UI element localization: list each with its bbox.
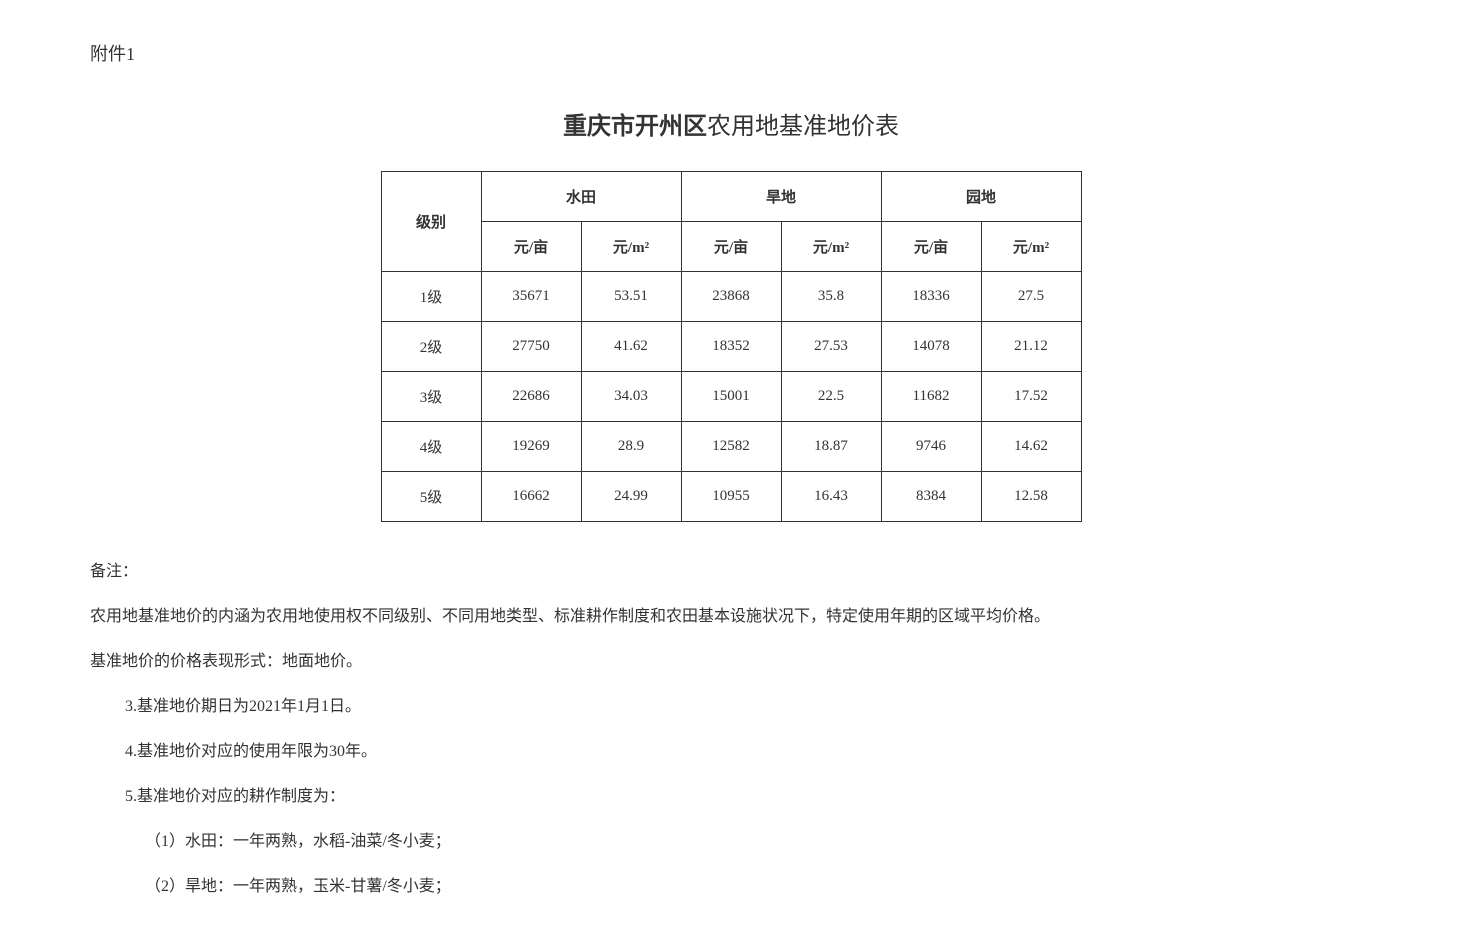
cell-value: 41.62	[581, 322, 681, 372]
cell-value: 34.03	[581, 372, 681, 422]
cell-value: 18352	[681, 322, 781, 372]
subheader-1-1: 元/m²	[781, 222, 881, 272]
cell-value: 8384	[881, 472, 981, 522]
cell-value: 9746	[881, 422, 981, 472]
note-line-5b: （2）旱地：一年两熟，玉米-甘薯/冬小麦；	[90, 867, 1372, 907]
cell-value: 14078	[881, 322, 981, 372]
subheader-0-1: 元/m²	[581, 222, 681, 272]
cell-value: 16.43	[781, 472, 881, 522]
note-line-1: 农用地基准地价的内涵为农用地使用权不同级别、不同用地类型、标准耕作制度和农田基本…	[90, 597, 1372, 637]
cell-value: 22.5	[781, 372, 881, 422]
cell-level: 1级	[381, 272, 481, 322]
title-suffix: 农用地基准地价表	[707, 114, 899, 140]
subheader-2-0: 元/亩	[881, 222, 981, 272]
cell-value: 24.99	[581, 472, 681, 522]
header-cat-2: 园地	[881, 172, 1081, 222]
header-cat-1: 旱地	[681, 172, 881, 222]
table-row: 1级 35671 53.51 23868 35.8 18336 27.5	[381, 272, 1081, 322]
note-line-4: 4.基准地价对应的使用年限为30年。	[90, 732, 1372, 772]
notes-label: 备注：	[90, 552, 1372, 592]
cell-level: 4级	[381, 422, 481, 472]
subheader-2-1: 元/m²	[981, 222, 1081, 272]
cell-value: 14.62	[981, 422, 1081, 472]
cell-value: 35671	[481, 272, 581, 322]
cell-value: 21.12	[981, 322, 1081, 372]
cell-value: 22686	[481, 372, 581, 422]
table-header-row-1: 级别 水田 旱地 园地	[381, 172, 1081, 222]
table-container: 级别 水田 旱地 园地 元/亩 元/m² 元/亩 元/m² 元/亩 元/m² 1…	[90, 171, 1372, 522]
cell-value: 27.53	[781, 322, 881, 372]
subheader-0-0: 元/亩	[481, 222, 581, 272]
subheader-1-0: 元/亩	[681, 222, 781, 272]
cell-value: 19269	[481, 422, 581, 472]
cell-value: 18336	[881, 272, 981, 322]
attachment-label: 附件1	[90, 40, 1372, 66]
cell-level: 2级	[381, 322, 481, 372]
table-body: 1级 35671 53.51 23868 35.8 18336 27.5 2级 …	[381, 272, 1081, 522]
cell-value: 27750	[481, 322, 581, 372]
header-cat-0: 水田	[481, 172, 681, 222]
cell-value: 15001	[681, 372, 781, 422]
cell-value: 16662	[481, 472, 581, 522]
cell-value: 10955	[681, 472, 781, 522]
header-level: 级别	[381, 172, 481, 272]
cell-value: 27.5	[981, 272, 1081, 322]
cell-value: 28.9	[581, 422, 681, 472]
note-line-2: 基准地价的价格表现形式：地面地价。	[90, 642, 1372, 682]
note-line-3: 3.基准地价期日为2021年1月1日。	[90, 687, 1372, 727]
table-row: 4级 19269 28.9 12582 18.87 9746 14.62	[381, 422, 1081, 472]
cell-level: 5级	[381, 472, 481, 522]
title-prefix: 重庆市开州区	[563, 114, 707, 140]
note-line-5: 5.基准地价对应的耕作制度为：	[90, 777, 1372, 817]
price-table: 级别 水田 旱地 园地 元/亩 元/m² 元/亩 元/m² 元/亩 元/m² 1…	[381, 171, 1082, 522]
cell-value: 12582	[681, 422, 781, 472]
note-line-5a: （1）水田：一年两熟，水稻-油菜/冬小麦；	[90, 822, 1372, 862]
cell-value: 17.52	[981, 372, 1081, 422]
cell-value: 53.51	[581, 272, 681, 322]
table-row: 2级 27750 41.62 18352 27.53 14078 21.12	[381, 322, 1081, 372]
page-title: 重庆市开州区农用地基准地价表	[90, 106, 1372, 141]
table-header-row-2: 元/亩 元/m² 元/亩 元/m² 元/亩 元/m²	[381, 222, 1081, 272]
cell-level: 3级	[381, 372, 481, 422]
cell-value: 23868	[681, 272, 781, 322]
notes-section: 备注： 农用地基准地价的内涵为农用地使用权不同级别、不同用地类型、标准耕作制度和…	[90, 552, 1372, 907]
table-row: 5级 16662 24.99 10955 16.43 8384 12.58	[381, 472, 1081, 522]
cell-value: 11682	[881, 372, 981, 422]
table-row: 3级 22686 34.03 15001 22.5 11682 17.52	[381, 372, 1081, 422]
cell-value: 18.87	[781, 422, 881, 472]
cell-value: 12.58	[981, 472, 1081, 522]
cell-value: 35.8	[781, 272, 881, 322]
